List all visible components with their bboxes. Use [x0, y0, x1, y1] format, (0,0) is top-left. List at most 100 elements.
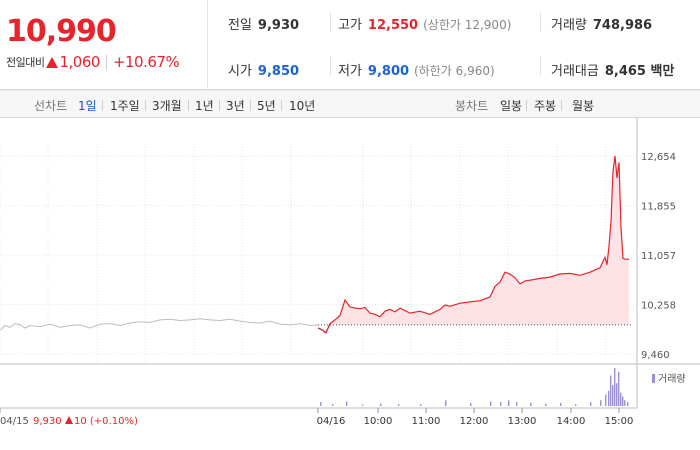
volume-bar: [420, 404, 422, 406]
tab-3month[interactable]: 3개월: [152, 99, 182, 113]
high-cell: 고가 12,550 (상한가 12,900): [338, 14, 511, 33]
current-price-box: 10,990 전일대비 1,060 +10.67%: [0, 0, 208, 90]
volume-bar: [590, 402, 592, 406]
triangle-up-icon: [46, 56, 59, 68]
tab-divider: [561, 100, 562, 111]
x-tick-label: 14:00: [557, 416, 586, 427]
y-tick-label: 11,855: [641, 202, 676, 213]
volume-bar: [612, 385, 614, 406]
x-tick-label: 15:00: [605, 416, 634, 427]
volume-bar: [398, 404, 400, 406]
tab-divider: [281, 100, 282, 111]
volume-bar: [614, 368, 616, 406]
volume-bar: [500, 402, 502, 406]
volume-bar: [627, 402, 629, 406]
volume-label: 거래량: [551, 18, 587, 33]
y-tick-label: 11,057: [641, 251, 676, 262]
tab-divider: [219, 100, 220, 111]
volume-bar: [560, 402, 562, 406]
prev-day-change: 10 (+0.10%): [74, 416, 138, 427]
volume-bar: [332, 404, 334, 406]
open-value: 9,850: [257, 64, 300, 79]
open-cell: 시가 9,850: [228, 60, 299, 79]
volume-bar: [516, 402, 518, 406]
open-label: 시가: [228, 64, 252, 79]
volume-bar: [530, 402, 532, 406]
volume-bar: [346, 401, 348, 406]
candle-chart-label: 봉차트: [455, 99, 489, 113]
volume-value: 748,986: [592, 18, 653, 33]
volume-bar: [320, 402, 322, 406]
chart-grid: [0, 118, 638, 408]
line-chart-label: 선차트: [34, 99, 68, 113]
amount-label: 거래대금: [551, 64, 599, 79]
low-cell: 저가 9,800 (하한가 6,960): [338, 60, 495, 79]
tab-divider: [188, 100, 189, 111]
current-price: 10,990: [6, 14, 117, 49]
volume-bar: [608, 390, 610, 406]
tab-divider: [250, 100, 251, 111]
tab-1day[interactable]: 1일: [78, 99, 97, 113]
high-value: 12,550: [367, 18, 419, 33]
tab-5year[interactable]: 5년: [257, 99, 276, 113]
change-percent: +10.67%: [112, 53, 180, 71]
x-tick-label: 04/16: [317, 416, 346, 427]
prev-day-label: 04/15: [0, 416, 29, 427]
tab-3year[interactable]: 3년: [226, 99, 245, 113]
today-price-line: [317, 155, 629, 334]
volume-bar: [545, 403, 547, 406]
volume-bar: [508, 400, 510, 406]
tab-divider: [526, 100, 527, 111]
low-value: 9,800: [367, 64, 410, 79]
volume-bar: [490, 401, 492, 406]
tab-1week[interactable]: 1주일: [110, 99, 140, 113]
volume-bar: [620, 392, 622, 406]
x-tick-label: 12:00: [460, 416, 489, 427]
upper-limit: (상한가 12,900): [423, 18, 512, 32]
tab-divider: [145, 100, 146, 111]
amount-value: 8,465 백만: [604, 64, 675, 79]
volume-bar: [362, 404, 364, 406]
amount-cell: 거래대금 8,465 백만: [551, 60, 674, 79]
tab-weekly-candle[interactable]: 주봉: [534, 99, 557, 113]
volume-bar: [618, 371, 620, 406]
prev-day-price-line: [0, 318, 319, 331]
divider: [330, 56, 331, 76]
change-label: 전일대비: [6, 56, 45, 69]
high-label: 고가: [338, 18, 362, 33]
prev-close-label: 전일: [228, 18, 252, 33]
volume-bar: [600, 400, 602, 406]
tab-10year[interactable]: 10년: [289, 99, 316, 113]
prev-day-close: 9,930: [33, 416, 62, 427]
x-tick-label: 13:00: [508, 416, 537, 427]
volume-bar: [610, 375, 612, 406]
today-price-area: [318, 156, 629, 325]
lower-limit: (하한가 6,960): [414, 64, 495, 78]
volume-cell: 거래량 748,986: [551, 14, 652, 33]
divider: [540, 56, 541, 76]
volume-bar: [622, 396, 624, 406]
change-value: 1,060: [59, 53, 100, 71]
volume-bar: [624, 400, 626, 406]
y-tick-label: 10,258: [641, 301, 676, 312]
y-tick-label: 9,460: [641, 350, 670, 361]
prev-close-value: 9,930: [257, 18, 300, 33]
tab-1year[interactable]: 1년: [195, 99, 214, 113]
y-tick-label: 12,654: [641, 152, 676, 163]
tab-monthly-candle[interactable]: 월봉: [572, 99, 595, 113]
x-axis: 04/16 10:00 11:00 12:00 13:00 14:00 15:00: [0, 408, 633, 427]
chart-tab-bar: 선차트 1일 1주일 3개월 1년 3년 5년 10년 봉차트 일봉 주봉 월봉: [0, 90, 700, 118]
volume-bar: [380, 403, 382, 406]
volume-legend-swatch: [652, 374, 655, 383]
change-row: 전일대비 1,060 +10.67%: [6, 53, 180, 71]
price-chart[interactable]: 12,654 11,855 11,057 10,258 9,460 거래량 04/16 1…: [0, 118, 700, 450]
volume-bars: [320, 368, 629, 406]
volume-legend-label: 거래량: [658, 373, 686, 385]
tab-daily-candle[interactable]: 일봉: [500, 99, 523, 113]
triangle-up-icon: [65, 416, 73, 424]
prev-close-cell: 전일 9,930: [228, 14, 299, 33]
change-divider: [105, 54, 107, 70]
x-tick-label: 11:00: [412, 416, 441, 427]
volume-bar: [470, 402, 472, 406]
divider: [330, 12, 331, 32]
